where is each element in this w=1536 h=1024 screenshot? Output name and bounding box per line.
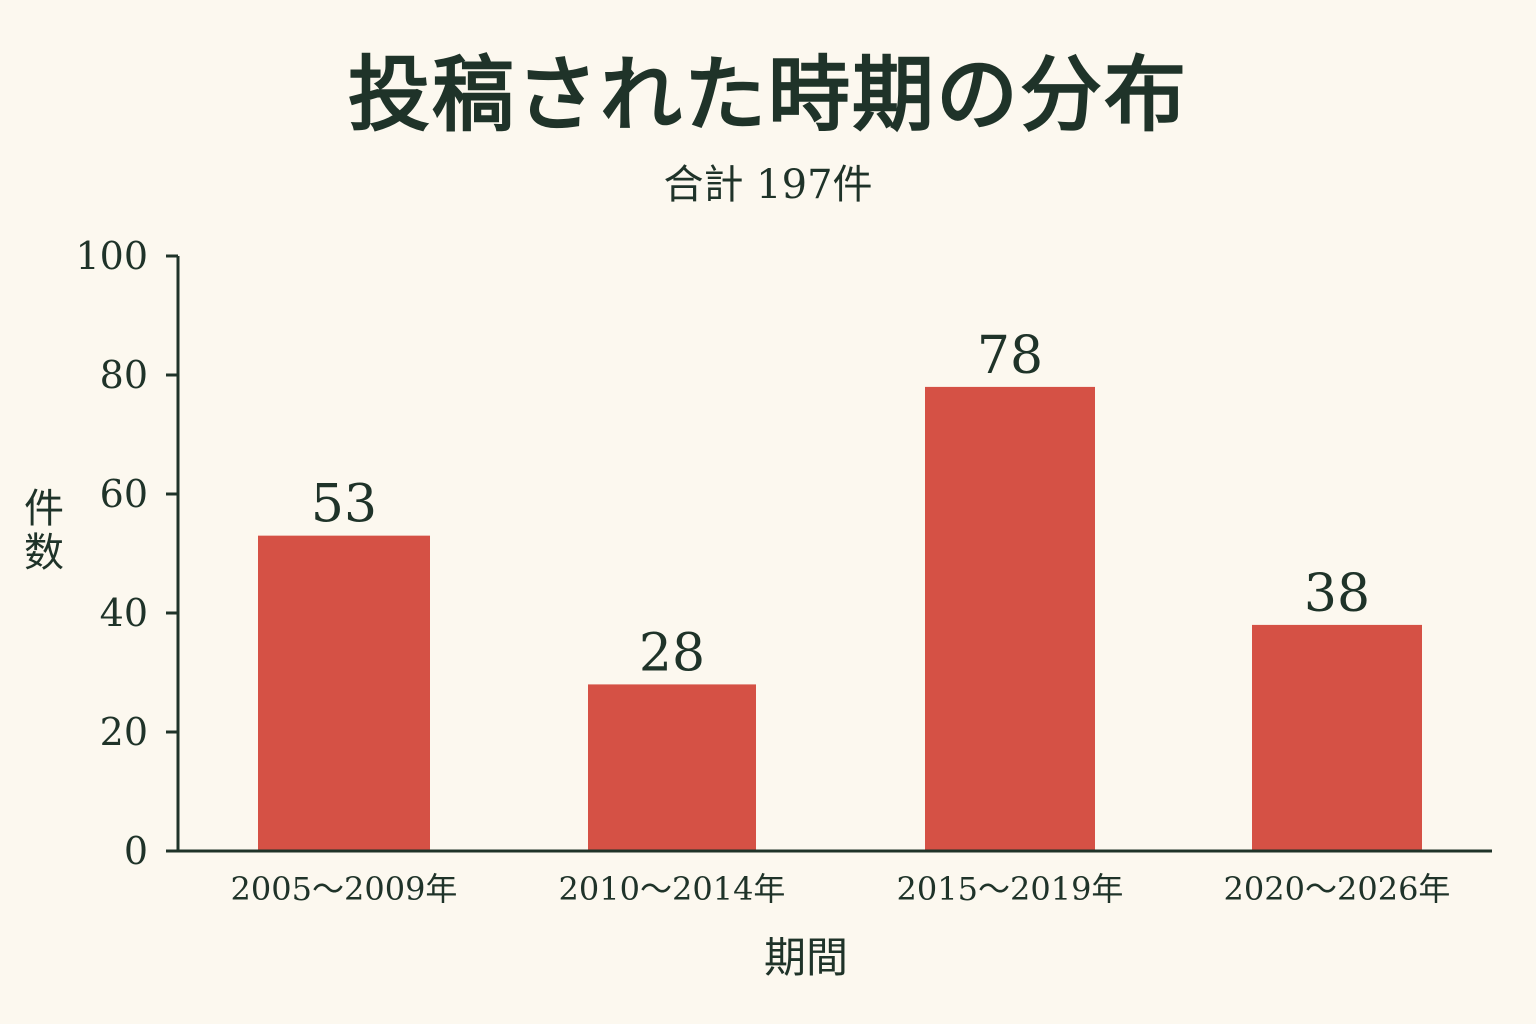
x-tick-label: 2020〜2026年 [1224,870,1451,908]
x-axis-title: 期間 [764,933,848,982]
y-tick-label: 20 [100,710,148,754]
y-tick-label: 80 [100,353,148,397]
y-axis-title: 件数 [24,486,64,576]
bar-4 [1252,624,1422,851]
y-tick-label: 60 [100,472,148,516]
bar-1 [258,535,430,851]
chart-title: 投稿された時期の分布 [347,47,1188,143]
y-tick-label: 40 [100,591,148,635]
y-tick-label: 0 [124,829,148,873]
bar-value-label: 38 [1304,564,1370,624]
bar-value-label: 28 [639,623,705,683]
x-tick-label: 2005〜2009年 [231,870,458,908]
bar-2 [588,684,756,851]
x-tick-label: 2010〜2014年 [559,870,786,908]
bar-3 [925,386,1095,851]
y-tick-label: 100 [75,234,148,278]
x-tick-label: 2015〜2019年 [897,870,1124,908]
bar-value-label: 78 [977,326,1043,386]
bar-value-label: 53 [311,475,377,535]
chart-subtitle: 合計 197件 [663,162,873,208]
